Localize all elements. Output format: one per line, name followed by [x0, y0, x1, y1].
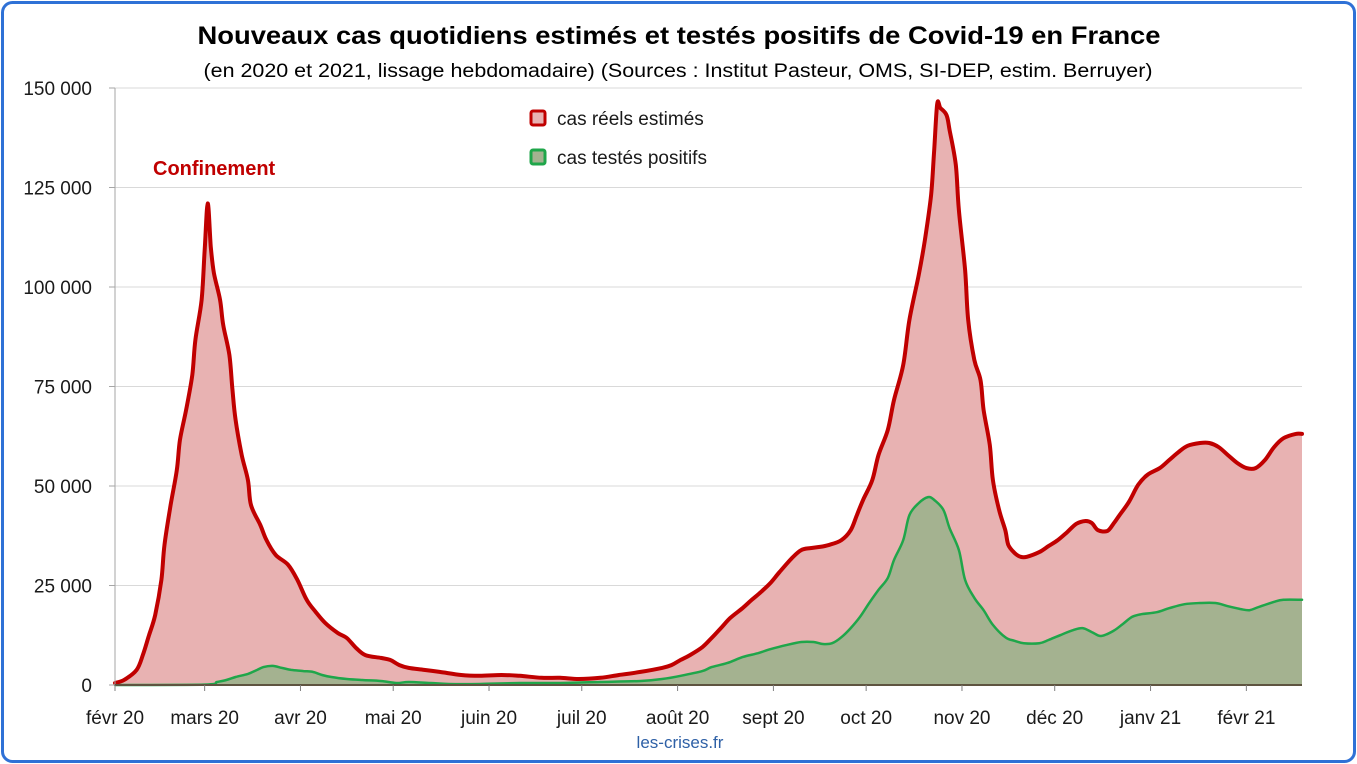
- axes: [109, 87, 1302, 691]
- x-tick-label: oct 20: [840, 708, 892, 729]
- x-tick-labels: févr 20 mars 20 avr 20 mai 20 juin 20 juil 20…: [86, 708, 1275, 729]
- y-tick-label: 100 000: [23, 278, 92, 299]
- series-line-real-cases: [113, 99, 1304, 685]
- y-tick-label: 75 000: [34, 378, 92, 399]
- x-tick-label: juin 20: [460, 708, 517, 729]
- x-tick-label: nov 20: [933, 708, 990, 729]
- series-line-tested-cases: [113, 495, 1304, 687]
- x-tick-label: avr 20: [274, 708, 327, 729]
- legend-marker-real-cases: [529, 109, 547, 127]
- x-tick-label: janv 21: [1119, 708, 1181, 729]
- x-tick-label: août 20: [646, 708, 709, 729]
- x-tick-label: févr 20: [86, 708, 144, 729]
- series-lines: [113, 99, 1304, 687]
- footer-text: les-crises.fr: [637, 733, 724, 752]
- x-tick-label: mars 20: [170, 708, 239, 729]
- x-tick-label: sept 20: [742, 708, 804, 729]
- y-tick-label: 125 000: [23, 179, 92, 200]
- y-tick-label: 25 000: [34, 577, 92, 598]
- legend-label-tested-cases: cas testés positifs: [557, 148, 707, 169]
- legend-marker-tested-cases: [529, 148, 547, 166]
- chart-subtitle: (en 2020 et 2021, lissage hebdomadaire) …: [204, 61, 1153, 82]
- x-tick-label: juil 20: [556, 708, 607, 729]
- x-tick-label: févr 21: [1217, 708, 1275, 729]
- legend-label-real-cases: cas réels estimés: [557, 109, 704, 130]
- y-tick-label: 50 000: [34, 477, 92, 498]
- x-tick-label: mai 20: [365, 708, 422, 729]
- annotation-confinement: Confinement: [153, 158, 276, 180]
- x-tick-label: déc 20: [1026, 708, 1083, 729]
- gridlines: [115, 87, 1302, 586]
- legend: cas réels estimés cas testés positifs: [529, 109, 707, 169]
- chart-title: Nouveaux cas quotidiens estimés et testé…: [198, 22, 1161, 50]
- y-tick-label: 0: [81, 676, 92, 697]
- y-tick-labels: 0 25 000 50 000 75 000 100 000 125 000 150 000: [23, 79, 92, 697]
- y-tick-label: 150 000: [23, 79, 92, 100]
